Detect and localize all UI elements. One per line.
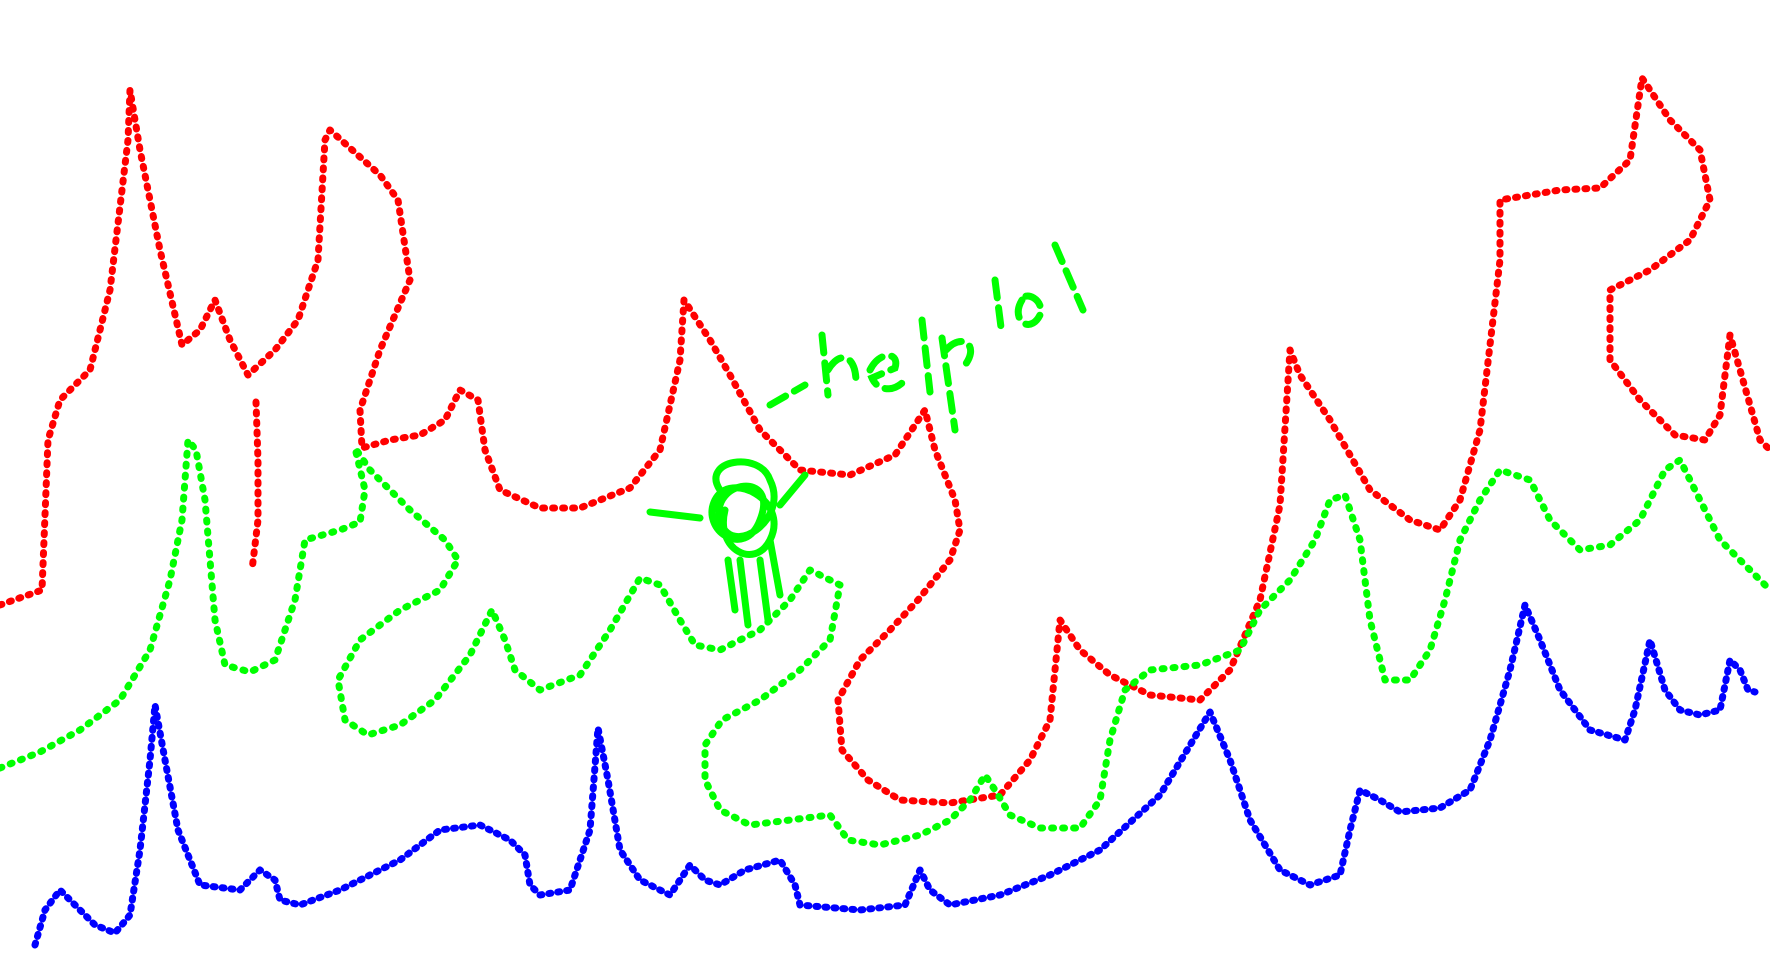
green-dotted-line — [0, 436, 1770, 849]
annotation-text: -help lol — [840, 302, 1137, 388]
red-vertical-dash — [248, 398, 262, 574]
annotation-handwriting — [766, 241, 1087, 434]
blue-dotted-line — [31, 601, 1759, 949]
red-dotted-line — [0, 74, 1770, 807]
green-scribble — [646, 458, 809, 629]
